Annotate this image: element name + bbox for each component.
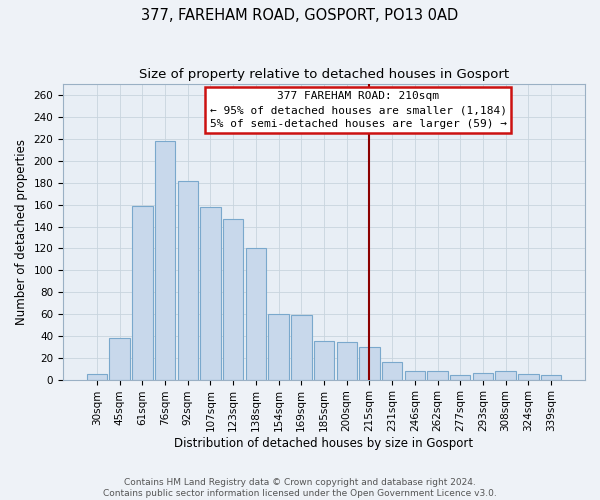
Bar xyxy=(223,219,244,380)
Text: 377, FAREHAM ROAD, GOSPORT, PO13 0AD: 377, FAREHAM ROAD, GOSPORT, PO13 0AD xyxy=(142,8,458,22)
Bar xyxy=(245,248,266,380)
Bar xyxy=(404,371,425,380)
Bar xyxy=(132,206,152,380)
Bar xyxy=(314,342,334,380)
Title: Size of property relative to detached houses in Gosport: Size of property relative to detached ho… xyxy=(139,68,509,80)
Bar xyxy=(359,347,380,380)
Bar xyxy=(541,375,561,380)
Bar xyxy=(473,373,493,380)
Bar xyxy=(337,342,357,380)
X-axis label: Distribution of detached houses by size in Gosport: Distribution of detached houses by size … xyxy=(175,437,473,450)
Bar xyxy=(200,207,221,380)
Bar xyxy=(496,371,516,380)
Text: Contains HM Land Registry data © Crown copyright and database right 2024.
Contai: Contains HM Land Registry data © Crown c… xyxy=(103,478,497,498)
Bar xyxy=(518,374,539,380)
Bar xyxy=(291,315,311,380)
Y-axis label: Number of detached properties: Number of detached properties xyxy=(15,139,28,325)
Bar xyxy=(109,338,130,380)
Bar xyxy=(178,180,198,380)
Bar xyxy=(268,314,289,380)
Bar xyxy=(382,362,403,380)
Text: 377 FAREHAM ROAD: 210sqm
← 95% of detached houses are smaller (1,184)
5% of semi: 377 FAREHAM ROAD: 210sqm ← 95% of detach… xyxy=(209,91,506,129)
Bar xyxy=(87,374,107,380)
Bar xyxy=(427,371,448,380)
Bar xyxy=(450,375,470,380)
Bar xyxy=(155,142,175,380)
